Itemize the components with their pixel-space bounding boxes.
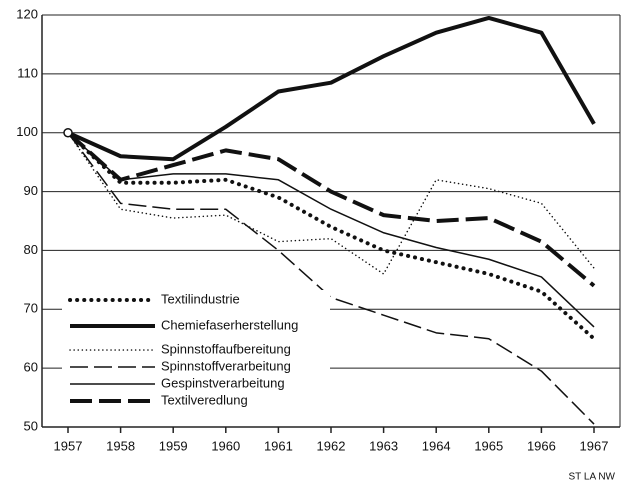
series-line bbox=[67, 132, 595, 328]
x-tick-label: 1965 bbox=[474, 438, 503, 453]
source: ST LA NW bbox=[569, 472, 616, 483]
x-tick-label: 1966 bbox=[527, 438, 556, 453]
y-tick-label: 60 bbox=[24, 360, 38, 375]
series-line bbox=[67, 131, 595, 275]
legend-label: Textilindustrie bbox=[161, 291, 240, 306]
y-tick-label: 80 bbox=[24, 242, 38, 257]
x-tick-label: 1963 bbox=[369, 438, 398, 453]
x-tick-label: 1967 bbox=[580, 438, 609, 453]
series-line bbox=[66, 130, 596, 341]
x-tick-label: 1964 bbox=[422, 438, 451, 453]
legend-label: Spinnstoffverarbeitung bbox=[161, 358, 291, 373]
series-line bbox=[67, 15, 596, 162]
y-tick-label: 110 bbox=[17, 65, 38, 80]
start-marker bbox=[63, 127, 73, 138]
legend-label: Textilveredlung bbox=[161, 392, 248, 407]
legend-label: Gespinstverarbeitung bbox=[161, 375, 285, 390]
series-line bbox=[67, 132, 595, 425]
x-tick-label: 1957 bbox=[54, 438, 83, 453]
x-tick-label: 1960 bbox=[211, 438, 240, 453]
y-tick-label: 90 bbox=[24, 183, 38, 198]
legend-label: Chemiefaserherstellung bbox=[161, 317, 298, 332]
y-tick-label: 120 bbox=[16, 6, 38, 21]
series-line bbox=[66, 131, 596, 288]
legend-label: Spinnstoffaufbereitung bbox=[161, 341, 291, 356]
x-tick-label: 1962 bbox=[317, 438, 346, 453]
x-tick-label: 1961 bbox=[264, 438, 293, 453]
x-tick-label: 1959 bbox=[159, 438, 188, 453]
y-tick-label: 70 bbox=[24, 301, 38, 316]
y-tick-label: 100 bbox=[16, 124, 38, 139]
x-tick-label: 1958 bbox=[106, 438, 135, 453]
y-tick-label: 50 bbox=[24, 418, 38, 433]
